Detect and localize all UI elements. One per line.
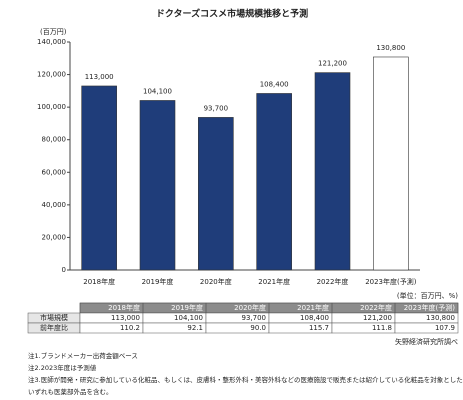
bar <box>256 93 292 271</box>
table-cell <box>394 322 459 334</box>
table-unit: (単位：百万円、%) <box>397 291 458 300</box>
bar <box>198 117 234 271</box>
y-tick-label: 0 <box>62 266 66 274</box>
y-tick-label: 140,000 <box>37 38 66 46</box>
y-tick-label: 20,000 <box>42 233 67 241</box>
table-header: 2018年度 <box>108 303 140 312</box>
table-cell-text: 前年度比 <box>40 323 68 332</box>
y-tick-label: 60,000 <box>42 168 67 176</box>
x-tick-label: 2018年度 <box>83 277 115 286</box>
source: 矢野経済研究所調べ <box>395 337 458 346</box>
bar <box>314 72 351 271</box>
table-header: 2020年度 <box>234 303 266 312</box>
table-header: 2021年度 <box>297 303 329 312</box>
x-tick-label: 2022年度 <box>317 277 349 286</box>
value-label: 121,200 <box>318 60 347 68</box>
value-label: 104,100 <box>143 87 172 95</box>
y-tick-label: 80,000 <box>42 136 67 144</box>
table-header: 2019年度 <box>171 303 203 312</box>
value-label: 113,000 <box>85 73 114 81</box>
table-cell-text: 130,800 <box>426 314 455 322</box>
table-cell-text: 104,100 <box>174 314 203 322</box>
table-cell-text: 111.8 <box>372 324 392 332</box>
y-tick-label: 120,000 <box>37 71 66 79</box>
x-tick-label: 2019年度 <box>142 277 174 286</box>
table-cell-text: 90.0 <box>250 324 266 332</box>
table-header: 2023年度(予測) <box>404 303 456 312</box>
table-cell-text: 121,200 <box>363 314 392 322</box>
table-cell-text: 108,400 <box>300 314 329 322</box>
bar <box>81 85 117 271</box>
x-tick-label: 2020年度 <box>200 277 232 286</box>
value-label: 108,400 <box>260 80 289 88</box>
chart-title: ドクターズコスメ市場規模推移と予測 <box>156 8 308 20</box>
table-cell-text: 113,000 <box>111 314 140 322</box>
y-tick-label: 40,000 <box>42 201 67 209</box>
table-cell-text: 92.1 <box>187 324 203 332</box>
note: 注2.2023年度は予測値 <box>28 363 97 372</box>
value-label: 130,800 <box>376 44 405 52</box>
note: 注1.ブランドメーカー出荷金額ベース <box>28 351 138 360</box>
table-cell-text: 110.2 <box>120 324 140 332</box>
y-tick-label: 100,000 <box>37 103 66 111</box>
bar <box>373 56 409 271</box>
table-cell-text: 107.9 <box>435 324 455 332</box>
note: いずれも医薬部外品を含む。 <box>28 387 113 396</box>
table-cell-text: 93,700 <box>242 314 267 322</box>
y-axis-label: (百万円) <box>40 28 67 36</box>
table-header: 2022年度 <box>360 303 392 312</box>
x-tick-label: 2023年度(予測) <box>365 277 417 286</box>
x-tick-label: 2021年度 <box>258 277 290 286</box>
note: 注3.医師が開発・研究に参加している化粧品、もしくは、皮膚科・整形外科・美容外科… <box>28 375 463 384</box>
bar <box>139 100 176 271</box>
table-cell-text: 115.7 <box>309 324 329 332</box>
table-cell-text: 市場規模 <box>40 313 68 322</box>
value-label: 93,700 <box>204 104 229 112</box>
